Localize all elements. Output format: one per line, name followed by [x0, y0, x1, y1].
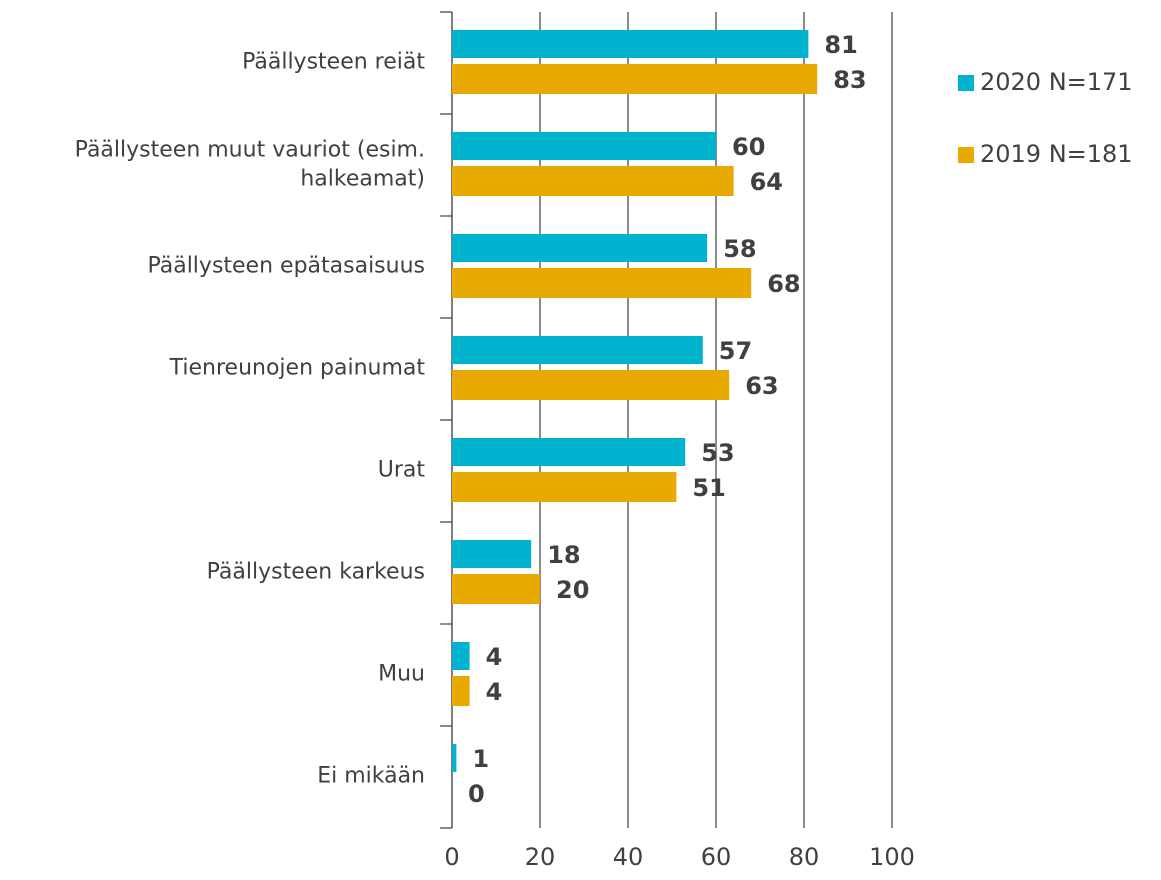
bar — [452, 438, 686, 466]
x-tick-label: 20 — [525, 843, 556, 871]
y-tick-label: Ei mikään — [317, 763, 425, 789]
data-label: 51 — [692, 474, 725, 502]
bar — [452, 744, 457, 772]
data-label: 53 — [701, 439, 734, 467]
bar — [452, 370, 730, 400]
data-label: 60 — [732, 133, 765, 161]
y-tick-label: Päällysteen epätasaisuus — [147, 253, 425, 279]
data-label: 64 — [750, 168, 783, 196]
y-tick-label: Päällysteen karkeus — [206, 559, 425, 585]
y-tick-label: Tienreunojen painumat — [169, 355, 425, 381]
bar — [452, 64, 818, 94]
data-label: 1 — [472, 745, 489, 773]
data-label: 63 — [745, 372, 778, 400]
bar — [452, 676, 470, 706]
y-tick-label: Muu — [378, 661, 425, 687]
bar — [452, 336, 703, 364]
bar — [452, 472, 677, 502]
data-label: 68 — [767, 270, 800, 298]
legend-swatch — [958, 147, 974, 163]
data-label: 20 — [556, 576, 589, 604]
data-label: 57 — [719, 337, 752, 365]
bar — [452, 268, 752, 298]
data-label: 0 — [468, 780, 485, 808]
data-label: 4 — [486, 678, 503, 706]
legend-label: 2020 N=171 — [980, 68, 1133, 96]
x-tick-label: 0 — [444, 843, 459, 871]
bar — [452, 30, 809, 58]
bar — [452, 234, 708, 262]
x-tick-label: 40 — [613, 843, 644, 871]
y-tick-label: Urat — [377, 457, 425, 483]
x-tick-label: 80 — [789, 843, 820, 871]
data-label: 81 — [824, 31, 857, 59]
y-tick-label: Päällysteen reiät — [242, 49, 425, 75]
data-label: 4 — [486, 643, 503, 671]
bar — [452, 132, 716, 160]
data-label: 58 — [723, 235, 756, 263]
legend-swatch — [958, 75, 974, 91]
x-tick-label: 100 — [869, 843, 915, 871]
data-label: 18 — [547, 541, 580, 569]
legend-label: 2019 N=181 — [980, 140, 1133, 168]
bar — [452, 540, 532, 568]
bar — [452, 574, 540, 604]
y-tick-label: Päällysteen muut vauriot (esim. halkeama… — [74, 137, 425, 191]
data-label: 83 — [833, 66, 866, 94]
x-tick-label: 60 — [701, 843, 732, 871]
bar — [452, 166, 734, 196]
bar — [452, 642, 470, 670]
